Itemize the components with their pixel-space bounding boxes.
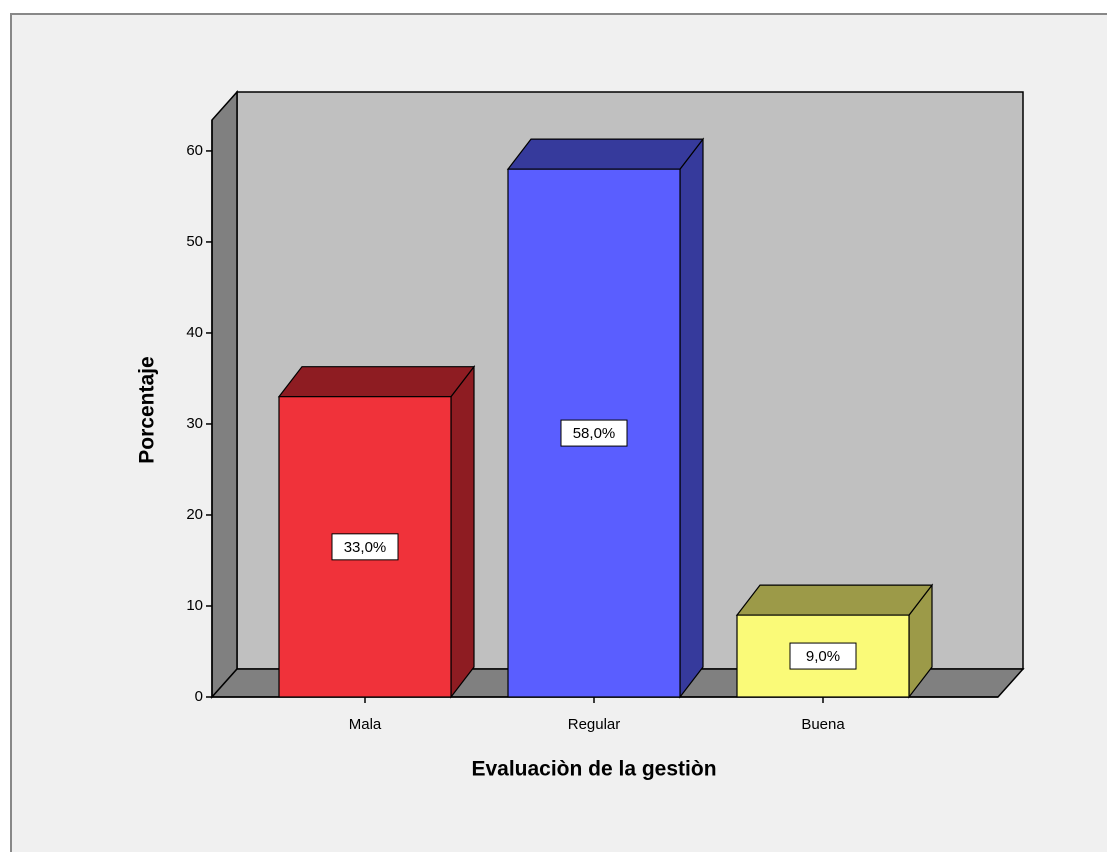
- x-tick-label: Mala: [349, 716, 382, 733]
- value-label: 58,0%: [573, 425, 616, 442]
- y-tick-label: 0: [195, 688, 203, 705]
- plot-area: 0 10 20 30 40 50 60 Mala 33,0% Regular 58,0% Buena 9…: [186, 90, 1025, 733]
- value-label: 9,0%: [806, 648, 840, 665]
- value-label: 33,0%: [344, 539, 387, 556]
- value-label-box: [789, 642, 857, 670]
- bar-top: [277, 366, 476, 398]
- y-axis-title: Porcentaje: [136, 356, 159, 463]
- y-tick-label: 40: [186, 324, 203, 341]
- y-tick-label: 20: [186, 506, 203, 523]
- bar-side: [450, 364, 475, 699]
- x-tick-label: Buena: [801, 716, 845, 733]
- y-tick-label: 10: [186, 597, 203, 614]
- y-tick-label: 30: [186, 415, 203, 432]
- x-axis-title: Evaluaciòn de la gestiòn: [471, 758, 716, 781]
- bar-top: [735, 584, 934, 616]
- value-label-box: [331, 533, 399, 561]
- bar-side: [679, 137, 704, 699]
- side-wall: [211, 90, 238, 699]
- bar-top: [506, 138, 705, 170]
- value-label-box: [560, 419, 628, 447]
- x-tick-label: Regular: [568, 716, 621, 733]
- y-tick-label: 50: [186, 233, 203, 250]
- y-tick-label: 60: [186, 142, 203, 159]
